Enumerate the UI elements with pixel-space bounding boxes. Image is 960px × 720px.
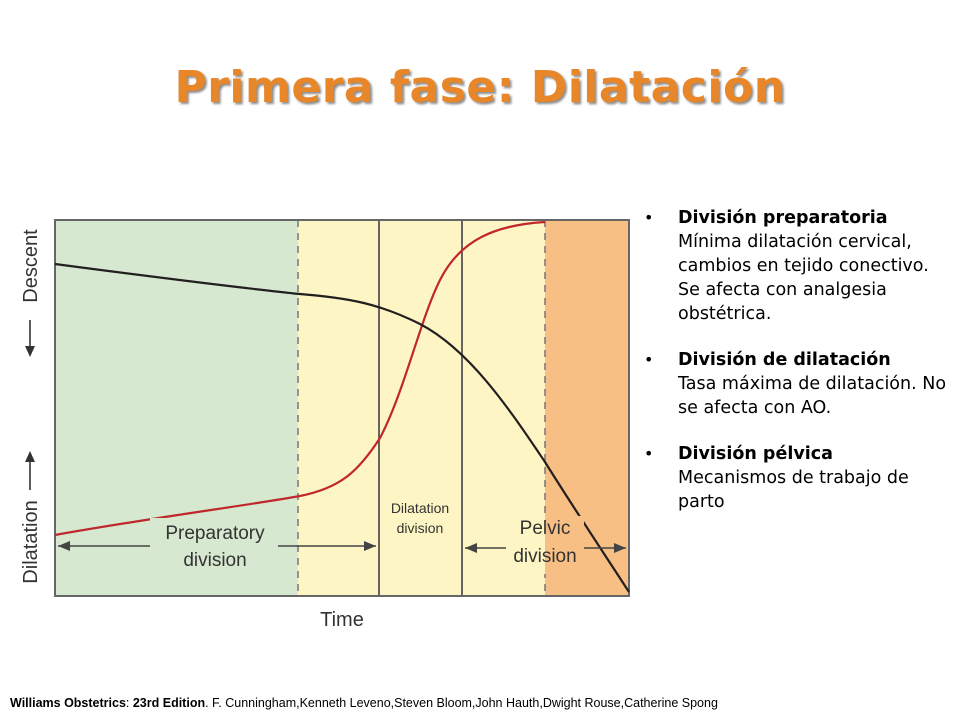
y-axis-descent: Descent <box>20 229 42 357</box>
arrow-right-icon <box>614 543 626 553</box>
descent-curve <box>54 262 630 593</box>
plot-frame <box>54 219 630 597</box>
bullet-list: • División preparatoria Mínima dilatació… <box>640 206 950 536</box>
dilatation-label-line1: Dilatation <box>391 500 449 516</box>
bullet-text: Tasa máxima de dilatación. No se afecta … <box>678 374 947 418</box>
pelvic-label-line1: Pelvic <box>520 518 571 539</box>
bullet-item: • División pélvica Mecanismos de trabajo… <box>640 442 950 514</box>
bullet-item: • División preparatoria Mínima dilatació… <box>640 206 950 326</box>
pelvic-division-span: Pelvic division <box>465 516 626 574</box>
bullet-text: Mecanismos de trabajo de parto <box>678 468 909 512</box>
y-axis-descent-label: Descent <box>20 229 42 303</box>
bullet-item: • División de dilatación Tasa máxima de … <box>640 348 950 420</box>
preparatory-label-line2: division <box>183 550 246 571</box>
bullet-heading: División preparatoria <box>678 208 888 228</box>
bullet-dot-icon: • <box>644 444 654 463</box>
dilatation-division-label: Dilatation division <box>382 498 460 542</box>
labor-curve-diagram: Descent Dilatation Time Preparatory divi… <box>20 219 630 631</box>
y-axis-dilatation-label: Dilatation <box>20 500 42 583</box>
bullet-heading: División de dilatación <box>678 350 891 370</box>
bullet-heading: División pélvica <box>678 444 833 464</box>
citation-book: Williams Obstetrics <box>10 696 126 710</box>
citation-edition: 23rd Edition <box>132 696 206 710</box>
slide-title: Primera fase: Dilatación <box>174 62 786 113</box>
preparatory-label-line1: Preparatory <box>165 523 265 544</box>
arrow-left-icon <box>465 543 477 553</box>
dilatation-curve <box>54 220 546 537</box>
bullet-dot-icon: • <box>644 208 654 227</box>
citation: Williams Obstetrics: 23rd Edition. F. Cu… <box>10 696 718 710</box>
y-axis-dilatation: Dilatation <box>20 451 42 584</box>
x-axis-label: Time <box>320 609 364 631</box>
arrow-left-icon <box>58 541 70 551</box>
preparatory-division-span: Preparatory division <box>58 518 376 574</box>
arrow-right-icon <box>364 541 376 551</box>
pelvic-label-line2: division <box>513 546 576 567</box>
bullet-dot-icon: • <box>644 350 654 369</box>
bullet-text: Mínima dilatación cervical, cambios en t… <box>678 232 929 324</box>
citation-authors: . F. Cunningham,Kenneth Leveno,Steven Bl… <box>205 696 718 710</box>
dilatation-label-line2: division <box>397 520 444 536</box>
